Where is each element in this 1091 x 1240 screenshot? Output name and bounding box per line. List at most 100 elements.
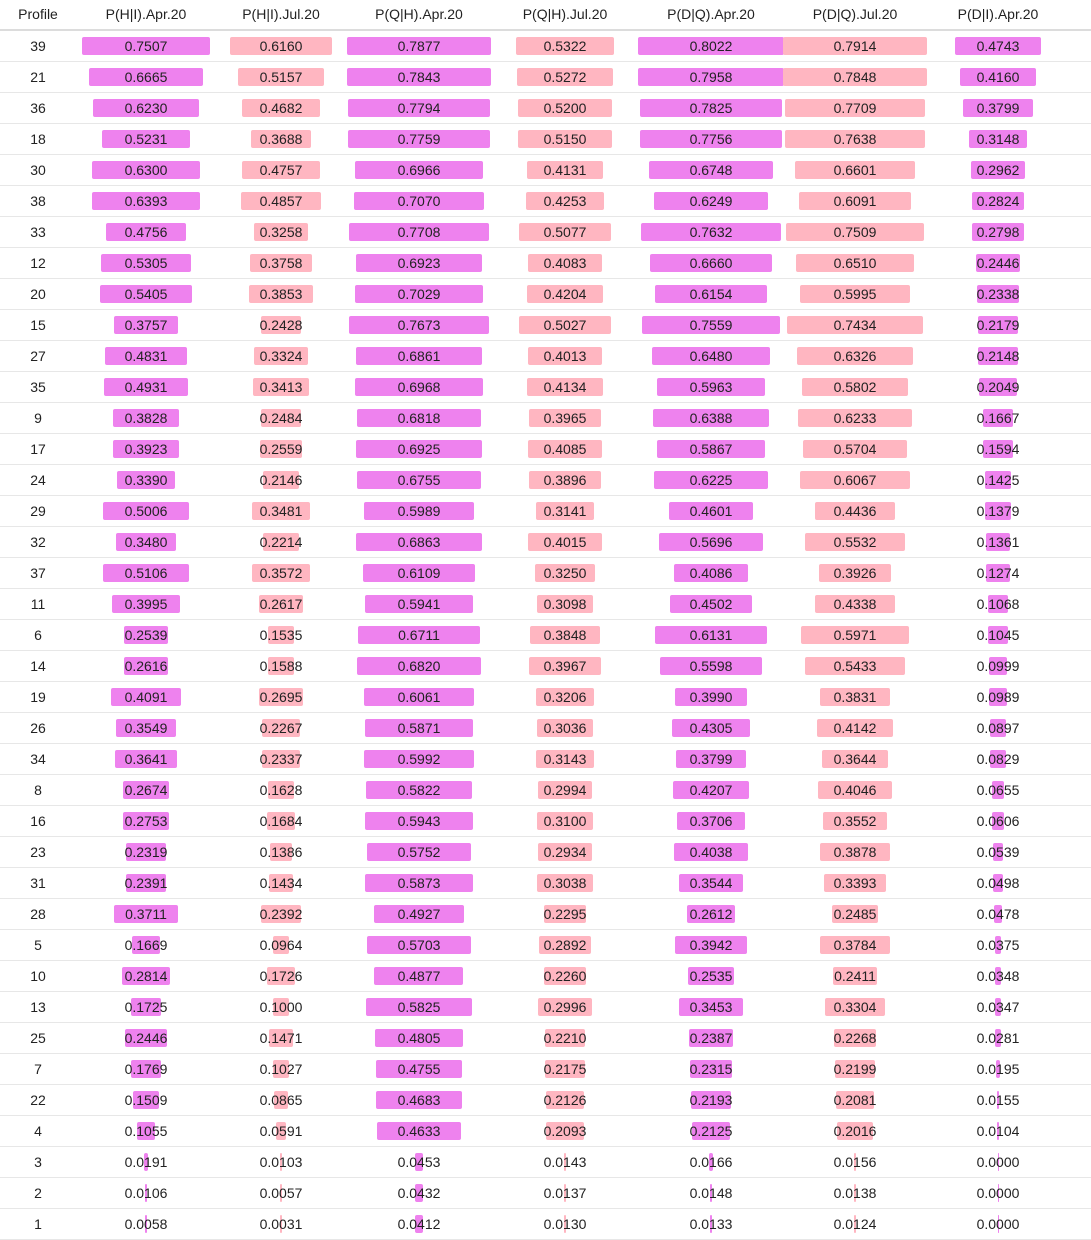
- value-text: 0.5006: [124, 503, 168, 519]
- value-text: 0.1684: [259, 813, 303, 829]
- value-cell: 0.3644: [782, 744, 928, 774]
- value-text: 0.6233: [833, 410, 877, 426]
- value-text: 0.4086: [689, 565, 733, 581]
- header-col-2[interactable]: P(Q|H).Apr.20: [375, 6, 463, 22]
- value-cell: 0.2125: [638, 1116, 784, 1146]
- value-bar: [853, 1215, 857, 1233]
- value-cell: 0.3453: [638, 992, 784, 1022]
- value-bar: [356, 409, 482, 427]
- value-text: 0.6230: [124, 100, 168, 116]
- value-text: 0.2484: [259, 410, 303, 426]
- value-cell: 0.0281: [925, 1023, 1071, 1053]
- header-profile[interactable]: Profile: [18, 6, 58, 22]
- value-cell: 0.3799: [638, 744, 784, 774]
- value-text: 0.2612: [689, 906, 733, 922]
- header-col-5[interactable]: P(D|Q).Jul.20: [812, 6, 898, 22]
- value-bar: [997, 1153, 999, 1171]
- value-text: 0.6300: [124, 162, 168, 178]
- value-text: 0.3784: [833, 937, 877, 953]
- value-cell: 0.2148: [925, 341, 1071, 371]
- value-cell: 0.0432: [346, 1178, 492, 1208]
- value-bar: [654, 471, 768, 489]
- profile-cell: 36: [30, 100, 46, 116]
- value-bar: [972, 192, 1024, 210]
- value-text: 0.2319: [124, 844, 168, 860]
- value-bar: [654, 285, 768, 303]
- value-bar: [355, 161, 483, 179]
- profile-cell: 23: [30, 844, 46, 860]
- header-col-1[interactable]: P(H|I).Jul.20: [242, 6, 320, 22]
- value-text: 0.2535: [689, 968, 733, 984]
- value-text: 0.0143: [543, 1154, 587, 1170]
- value-cell: 0.2674: [78, 775, 214, 805]
- value-text: 0.6861: [397, 348, 441, 364]
- value-bar: [113, 409, 179, 427]
- profile-cell: 20: [30, 286, 46, 302]
- value-cell: 0.4305: [638, 713, 784, 743]
- value-text: 0.5992: [397, 751, 441, 767]
- value-text: 0.1055: [124, 1123, 168, 1139]
- value-cell: 0.2319: [78, 837, 214, 867]
- header-col-6[interactable]: P(D|I).Apr.20: [957, 6, 1039, 22]
- value-text: 0.4338: [833, 596, 877, 612]
- profile-cell: 9: [34, 410, 42, 426]
- value-text: 0.2260: [543, 968, 587, 984]
- value-cell: 0.7507: [78, 31, 214, 61]
- value-cell: 0.3878: [782, 837, 928, 867]
- value-cell: 0.3758: [215, 248, 347, 278]
- value-text: 0.0133: [689, 1216, 733, 1232]
- value-bar: [267, 812, 295, 830]
- value-bar: [544, 905, 586, 923]
- header-col-4[interactable]: P(D|Q).Apr.20: [667, 6, 755, 22]
- value-bar: [832, 905, 878, 923]
- value-bar: [997, 1184, 999, 1202]
- value-bar: [268, 1029, 294, 1047]
- header-col-3[interactable]: P(Q|H).Jul.20: [522, 6, 608, 22]
- value-bar: [363, 564, 475, 582]
- value-cell: 0.7434: [782, 310, 928, 340]
- value-cell: 0.3413: [215, 372, 347, 402]
- value-text: 0.1669: [124, 937, 168, 953]
- value-text: 0.5963: [689, 379, 733, 395]
- value-bar: [104, 378, 188, 396]
- value-bar: [267, 781, 295, 799]
- value-text: 0.0191: [124, 1154, 168, 1170]
- value-bar: [240, 192, 322, 210]
- value-bar: [124, 626, 168, 644]
- value-cell: 0.2824: [925, 186, 1071, 216]
- header-col-0[interactable]: P(H|I).Apr.20: [105, 6, 187, 22]
- value-text: 0.0347: [976, 999, 1020, 1015]
- value-cell: 0.2934: [492, 837, 638, 867]
- value-cell: 0.6225: [638, 465, 784, 495]
- value-text: 0.4015: [543, 534, 587, 550]
- value-text: 0.7029: [397, 286, 441, 302]
- value-bar: [978, 347, 1018, 365]
- table-row: 15 0.3757 0.2428 0.7673 0.5027 0.7559 0.7434 0.…: [0, 310, 1091, 341]
- value-bar: [250, 130, 312, 148]
- value-bar: [266, 967, 296, 985]
- value-cell: 0.3926: [782, 558, 928, 588]
- value-text: 0.4160: [976, 69, 1020, 85]
- value-text: 0.1535: [259, 627, 303, 643]
- profile-cell: 28: [30, 906, 46, 922]
- value-bar: [366, 843, 472, 861]
- value-bar: [131, 998, 161, 1016]
- table-row: 39 0.7507 0.6160 0.7877 0.5322 0.8022 0.7914 0.…: [0, 31, 1091, 62]
- value-bar: [516, 68, 614, 86]
- value-cell: 0.4502: [638, 589, 784, 619]
- profile-cell: 22: [30, 1092, 46, 1108]
- value-bar: [659, 657, 763, 675]
- value-cell: 0.2179: [925, 310, 1071, 340]
- value-cell: 0.3544: [638, 868, 784, 898]
- value-bar: [112, 440, 180, 458]
- value-cell: 0.7848: [782, 62, 928, 92]
- value-text: 0.6748: [689, 162, 733, 178]
- value-text: 0.1471: [259, 1030, 303, 1046]
- value-cell: 0.7825: [638, 93, 784, 123]
- table-row: 38 0.6393 0.4857 0.7070 0.4253 0.6249 0.6091 0.…: [0, 186, 1091, 217]
- value-bar: [114, 905, 178, 923]
- value-text: 0.3481: [259, 503, 303, 519]
- value-cell: 0.2798: [925, 217, 1071, 247]
- value-cell: 0.6820: [346, 651, 492, 681]
- value-text: 0.1386: [259, 844, 303, 860]
